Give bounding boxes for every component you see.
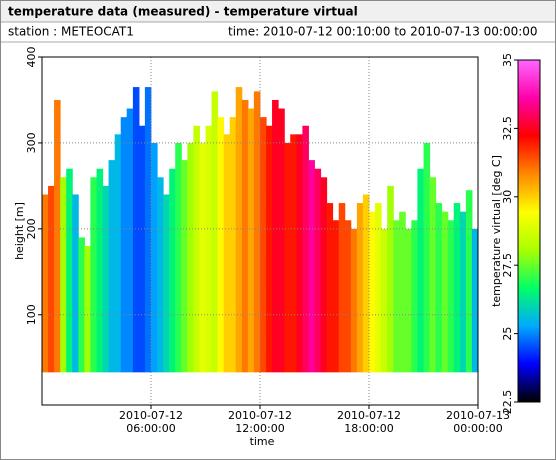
bar (175, 142, 182, 373)
title-bar (1, 1, 555, 22)
x-tick-label: 2010-07-12 18:00:00 (337, 409, 401, 435)
bar (471, 228, 479, 373)
bar (332, 220, 340, 373)
bar (151, 142, 158, 373)
bar (441, 211, 449, 373)
bar (72, 194, 79, 373)
bar (229, 117, 237, 373)
x-tick-label: 2010-07-12 06:00:00 (119, 409, 183, 435)
y-tick-label: 100 (25, 304, 38, 325)
y-tick-label: 300 (25, 132, 38, 153)
colorbar-tick-label: 32.5 (501, 116, 514, 141)
bar (447, 220, 455, 373)
bar (308, 160, 315, 373)
colorbar-tick-label: 25 (501, 327, 514, 341)
bar (356, 203, 364, 373)
bar (199, 142, 206, 373)
bar (78, 237, 85, 373)
bar (338, 203, 346, 373)
bar (193, 125, 200, 373)
y-tick-label: 400 (25, 47, 38, 68)
bar (362, 194, 370, 373)
bar (453, 203, 461, 373)
bar (211, 91, 219, 373)
colorbar-tick-label: 35 (501, 53, 514, 67)
bar (465, 190, 473, 373)
bar (120, 117, 128, 373)
plot-border (41, 56, 479, 406)
bar (411, 220, 418, 373)
colorbar-label: temperature virtual [deg C] (490, 155, 503, 307)
colorbar-tick-label: 30 (501, 190, 514, 204)
bar (393, 220, 400, 373)
bar (260, 117, 267, 373)
bar (253, 91, 261, 373)
bar (187, 142, 194, 373)
bar (266, 125, 273, 373)
bar (96, 168, 104, 373)
bar (387, 185, 394, 373)
bar (290, 134, 297, 373)
bar (60, 177, 67, 373)
title: temperature data (measured) - temperatur… (8, 5, 358, 19)
bar (223, 134, 231, 373)
bar (181, 160, 188, 373)
bar (429, 177, 437, 373)
bar (144, 87, 152, 373)
bar (314, 168, 322, 373)
bar (350, 228, 358, 373)
bar (405, 228, 412, 373)
bar (284, 142, 291, 373)
bar (399, 211, 406, 373)
bar (241, 99, 249, 373)
colorbar-tick-label: 22.5 (501, 390, 514, 415)
bar (132, 87, 140, 373)
bar (102, 185, 110, 373)
bar (169, 168, 176, 373)
bar (48, 185, 55, 373)
bar (278, 108, 285, 373)
time-range: time: 2010-07-12 00:10:00 to 2010-07-13 … (228, 25, 538, 39)
station: station : METEOCAT1 (8, 25, 134, 39)
y-label: height [m] (13, 202, 26, 260)
bar (108, 160, 116, 373)
bar (381, 228, 388, 373)
bar (138, 125, 146, 373)
bar (272, 99, 279, 373)
bar (435, 203, 443, 373)
x-tick-label: 2010-07-13 00:00:00 (446, 409, 510, 435)
bar (423, 142, 431, 373)
bar (375, 203, 382, 373)
bar (326, 203, 334, 373)
y-tick-label: 200 (25, 218, 38, 239)
x-label: time (250, 435, 275, 448)
colorbar-tick-label: 27.5 (501, 253, 514, 278)
bar (157, 177, 164, 373)
bar (459, 211, 467, 373)
bar (417, 168, 424, 373)
bar (114, 134, 122, 373)
bar (90, 177, 97, 373)
bar (42, 194, 49, 373)
bar (84, 246, 91, 373)
x-tick-label: 2010-07-12 12:00:00 (228, 409, 292, 435)
bar (217, 117, 225, 373)
bar (296, 134, 303, 373)
bar (66, 168, 73, 373)
bar (235, 87, 243, 373)
bar (205, 125, 213, 373)
bar (163, 194, 170, 373)
bar (320, 177, 328, 373)
bar (54, 99, 61, 373)
bar (369, 211, 376, 373)
bar (344, 220, 352, 373)
bar (247, 108, 255, 373)
colorbar (517, 59, 541, 403)
bar (302, 125, 309, 373)
bar (126, 108, 134, 373)
